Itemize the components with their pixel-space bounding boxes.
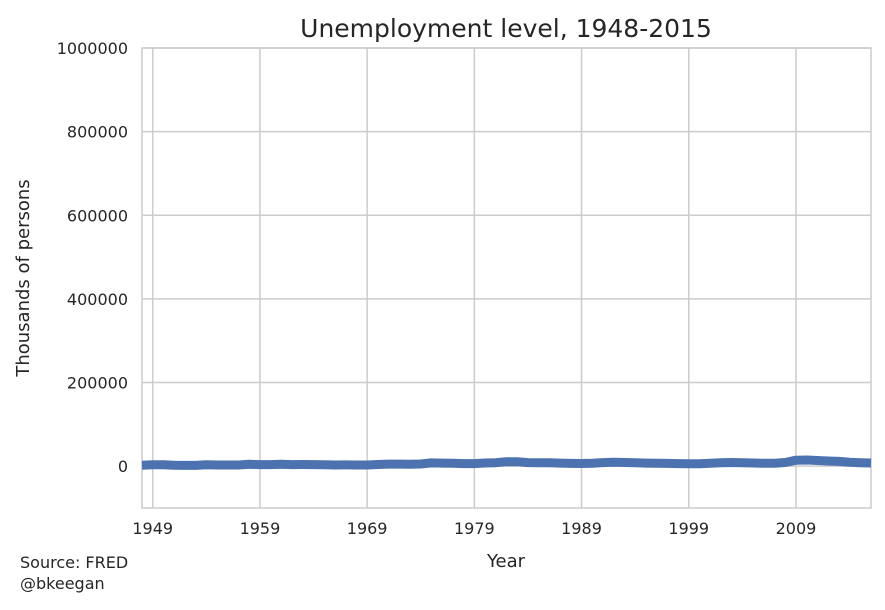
x-tick-labels: 1949 1959 1969 1979 1989 1999 2009 [132,519,816,538]
y-tick-label: 600000 [67,206,128,225]
series-line [141,455,872,470]
x-tick-label: 1949 [132,519,173,538]
x-tick-label: 1959 [240,519,281,538]
source-label: Source: FRED [20,553,129,572]
grid [141,47,872,509]
y-tick-label: 400000 [67,290,128,309]
x-tick-label: 1999 [668,519,709,538]
y-axis-label: Thousands of persons [13,179,34,377]
x-tick-label: 1989 [561,519,602,538]
x-tick-label: 1979 [454,519,495,538]
y-tick-label: 1000000 [57,39,128,58]
plot-frame [141,47,872,509]
series-lines [141,455,872,470]
x-axis-label: Year [486,551,526,572]
y-tick-label: 200000 [67,374,128,393]
chart-title: Unemployment level, 1948-2015 [300,14,712,43]
plot-area [142,48,871,508]
x-tick-label: 1969 [347,519,388,538]
y-tick-label: 0 [118,457,128,476]
author-handle: @bkeegan [20,574,105,593]
x-tick-label: 2009 [776,519,817,538]
y-tick-label: 800000 [67,123,128,142]
source-credit: Source: FRED @bkeegan [20,552,128,594]
y-tick-labels: 0 200000 400000 600000 800000 1000000 [57,39,128,476]
